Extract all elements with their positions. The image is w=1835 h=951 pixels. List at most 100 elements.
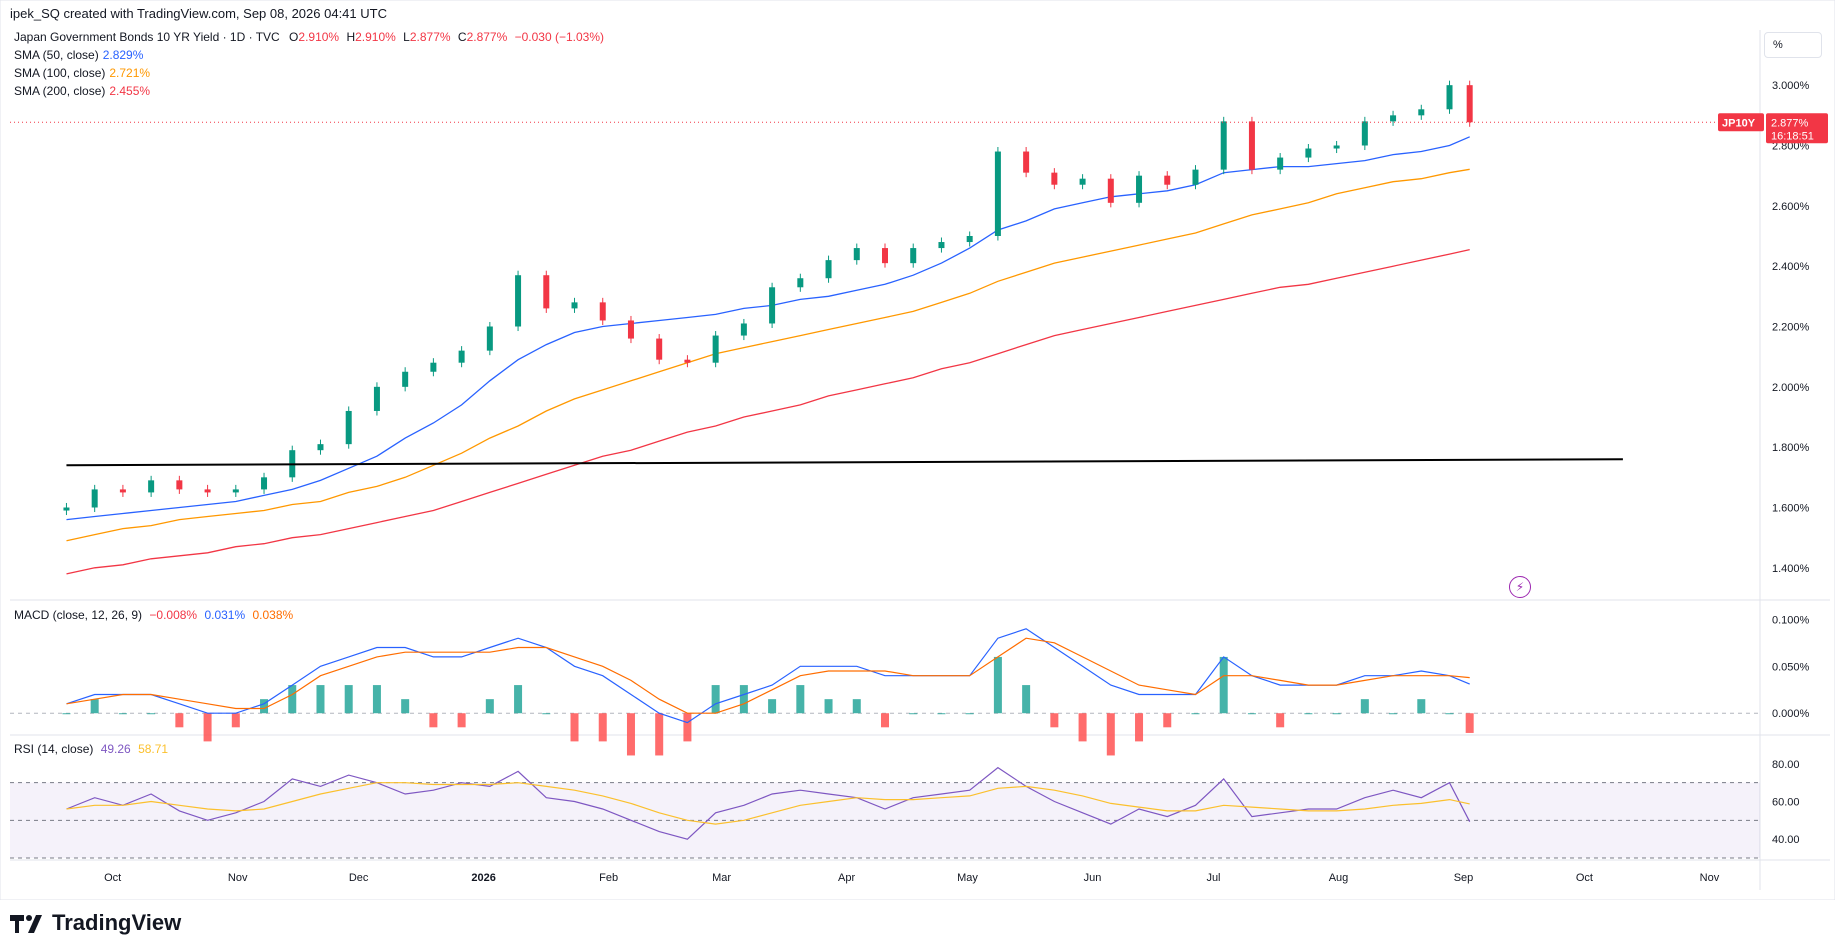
macd-histogram-bar: [372, 685, 381, 714]
high-value: 2.910%: [355, 30, 396, 44]
price-badge-value: 2.877%: [1771, 117, 1809, 129]
candle-body: [1107, 178, 1114, 203]
rsi-tick-label: 60.00: [1772, 797, 1800, 809]
price-tick-label: 2.400%: [1772, 261, 1810, 273]
candle-body: [458, 350, 465, 363]
candle-body: [769, 287, 776, 324]
macd-histogram-bar: [316, 685, 325, 714]
macd-hist-value: −0.008%: [149, 608, 198, 622]
symbol-name: Japan Government Bonds 10 YR Yield · 1D …: [14, 30, 280, 44]
macd-histogram-bar: [683, 713, 692, 742]
rsi-tick-label: 40.00: [1772, 834, 1800, 846]
candle-body: [797, 278, 804, 288]
candle-body: [712, 335, 719, 363]
candle-body: [1305, 148, 1312, 158]
rsi-legend: RSI (14, close) 49.26 58.71: [14, 742, 168, 756]
candle-body: [1248, 121, 1255, 170]
candle-body: [599, 302, 606, 321]
x-tick-label: Jul: [1206, 872, 1220, 884]
macd-histogram-bar: [1417, 699, 1426, 714]
candle-body: [825, 260, 832, 279]
macd-tick-label: 0.050%: [1772, 661, 1810, 673]
rsi-label: RSI (14, close): [14, 742, 94, 756]
macd-tick-label: 0.100%: [1772, 614, 1810, 626]
tradingview-logo-text: TradingView: [52, 910, 182, 935]
macd-legend: MACD (close, 12, 26, 9) −0.008% 0.031% 0…: [14, 608, 293, 622]
macd-histogram-bar: [909, 713, 918, 715]
x-tick-label: Mar: [712, 872, 731, 884]
candle-body: [1051, 172, 1058, 185]
macd-histogram-bar: [598, 713, 607, 742]
macd-histogram-bar: [1163, 713, 1172, 728]
price-tick-label: 2.000%: [1772, 382, 1810, 394]
rsi-ma-line: [66, 782, 1470, 825]
candle-body: [656, 338, 663, 360]
candle-body: [684, 359, 691, 363]
rsi-line: [66, 766, 1471, 840]
macd-histogram-bar: [626, 713, 635, 756]
macd-histogram-bar: [824, 699, 833, 714]
macd-label: MACD (close, 12, 26, 9): [14, 608, 143, 622]
open-value: 2.910%: [298, 30, 340, 44]
price-tick-label: 1.400%: [1772, 563, 1810, 575]
price-tick-label: 2.200%: [1772, 322, 1810, 334]
rsi-ma-value: 58.71: [138, 742, 169, 756]
macd-histogram-bar: [260, 699, 269, 714]
candle-body: [543, 275, 550, 309]
candle-body: [1466, 85, 1473, 123]
macd-signal-value: 0.038%: [252, 608, 294, 622]
candle-body: [317, 444, 324, 451]
x-tick-label: May: [957, 872, 978, 884]
x-tick-label: Apr: [838, 872, 855, 884]
sma100-value: 2.721%: [109, 66, 151, 80]
macd-histogram-bar: [1304, 713, 1313, 715]
tradingview-logo[interactable]: TradingView: [10, 910, 181, 936]
candle-body: [853, 248, 860, 261]
x-tick-label: Aug: [1329, 872, 1349, 884]
chart-svg[interactable]: 3.000% 2.800% 2.600% 2.400% 2.200% 2.000% 1.80…: [0, 0, 1835, 900]
price-tick-label: 2.800%: [1772, 141, 1810, 153]
macd-histogram-bar: [937, 713, 946, 715]
watermark-text: ipek_SQ created with TradingView.com, Se…: [10, 6, 387, 21]
price-badge-bg: [1766, 113, 1828, 144]
candle-body: [740, 323, 747, 336]
x-tick-label: Jun: [1084, 872, 1102, 884]
macd-tick-label: 0.000%: [1772, 708, 1810, 720]
candle-body: [994, 151, 1001, 236]
x-tick-label: Feb: [599, 872, 618, 884]
macd-histogram-bar: [1389, 713, 1398, 715]
macd-histogram-bar: [570, 713, 579, 742]
lightning-icon[interactable]: ⚡: [1509, 576, 1531, 598]
candle-body: [119, 489, 126, 493]
candle-body: [627, 320, 634, 339]
macd-histogram-bar: [90, 699, 99, 714]
percent-scale-button[interactable]: %: [1764, 32, 1822, 58]
sma200-legend: SMA (200, close) 2.455%: [14, 84, 150, 98]
macd-histogram-bar: [768, 699, 777, 714]
price-tick-label: 2.600%: [1772, 201, 1810, 213]
x-tick-label: Dec: [349, 872, 369, 884]
x-tick-label: Nov: [228, 872, 248, 884]
x-tick-label: Nov: [1700, 872, 1720, 884]
macd-histogram-bar: [175, 713, 184, 728]
macd-histogram-bar: [344, 685, 353, 714]
macd-histogram-bar: [1050, 713, 1059, 728]
macd-histogram-bar: [1191, 713, 1200, 715]
macd-histogram-bar: [852, 699, 861, 714]
candle-body: [1192, 169, 1199, 185]
price-badge-symbol: JP10Y: [1722, 117, 1756, 129]
price-tick-label: 3.000%: [1772, 80, 1810, 92]
rsi-value: 49.26: [100, 742, 131, 756]
macd-histogram-bar: [1332, 713, 1341, 715]
close-label: C: [457, 30, 467, 44]
price-tick-label: 1.600%: [1772, 503, 1810, 515]
macd-histogram-bar: [1106, 713, 1115, 756]
macd-histogram-bar: [739, 685, 748, 714]
close-value: 2.877%: [466, 30, 508, 44]
macd-histogram-bar: [231, 713, 240, 728]
macd-histogram-bar: [118, 713, 127, 715]
candle-body: [1277, 157, 1284, 170]
macd-histogram-bar: [1219, 656, 1228, 714]
macd-histogram-bar: [1465, 713, 1474, 733]
candle-body: [1023, 151, 1030, 173]
